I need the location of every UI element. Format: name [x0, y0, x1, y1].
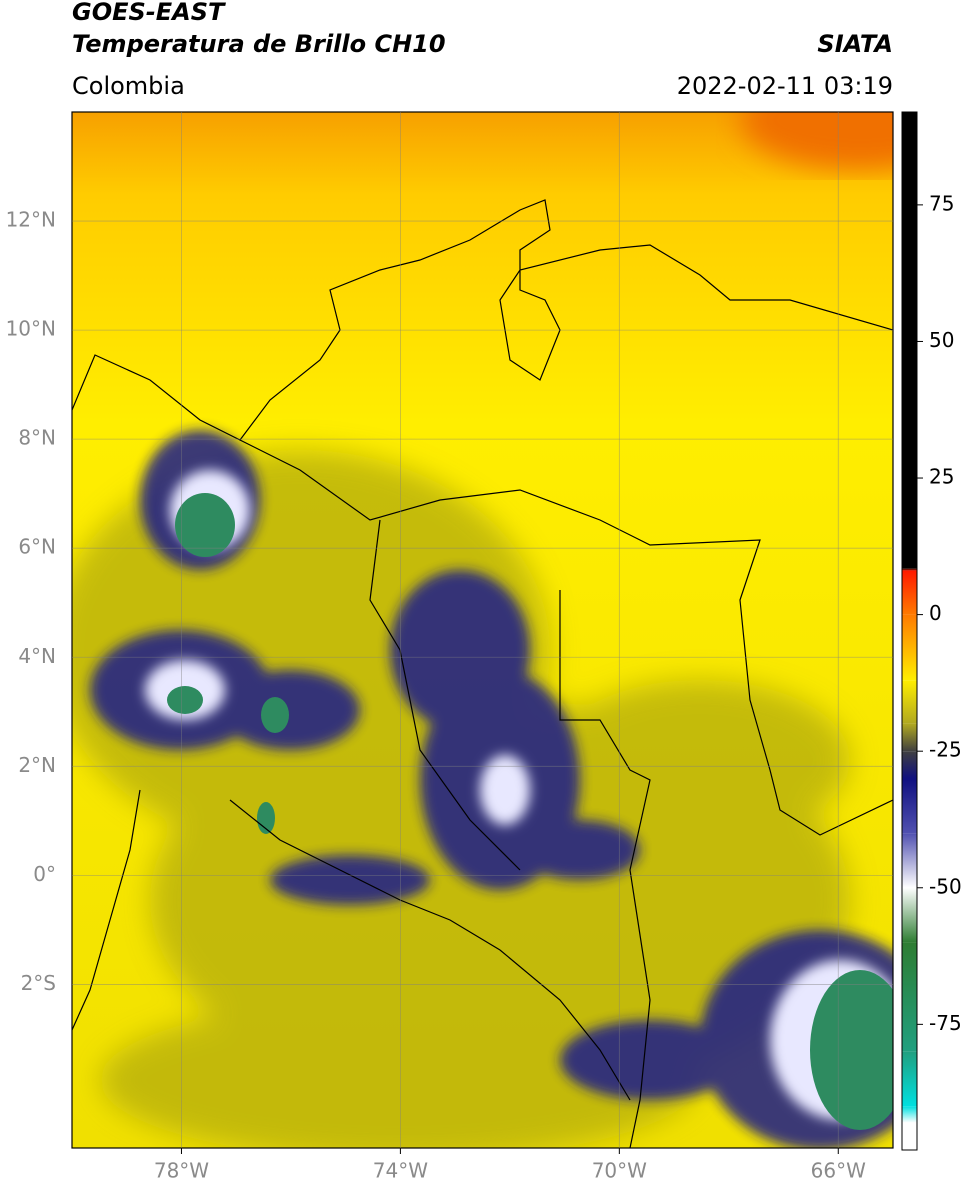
- timestamp: 2022-02-11 03:19: [677, 72, 893, 100]
- colorbar-tick-label: 75: [929, 191, 954, 215]
- lat-tick-label: 6°N: [18, 535, 56, 559]
- colorbar-segment: [902, 1122, 917, 1150]
- colorbar-segment: [902, 570, 917, 615]
- colorbar-tick-label: -50: [929, 874, 962, 898]
- colorbar-segment: [902, 778, 917, 834]
- colorbar-segment: [902, 723, 917, 752]
- colorbar-tick-label: 25: [929, 465, 954, 489]
- lon-tick-label: 70°W: [592, 1159, 647, 1183]
- lat-tick-label: 10°N: [6, 317, 56, 341]
- colorbar-tick-label: 0: [929, 601, 942, 625]
- source: SIATA: [817, 30, 893, 58]
- region: Colombia: [72, 72, 185, 100]
- lat-tick-label: 0°: [33, 862, 56, 886]
- colorbar-segment: [902, 112, 917, 569]
- colorbar-tick-label: -75: [929, 1011, 962, 1035]
- satellite-image: [72, 112, 893, 1148]
- colorbar-segment: [902, 887, 917, 943]
- map-frame: [71, 111, 894, 1149]
- lat-tick-label: 2°N: [18, 753, 56, 777]
- lat-tick-label: 12°N: [6, 208, 56, 232]
- lon-tick-label: 74°W: [373, 1159, 428, 1183]
- colorbar-frame: [901, 111, 918, 1151]
- colorbar-tick-label: 50: [929, 328, 954, 352]
- colorbar-segment: [902, 614, 917, 681]
- colorbar-segment: [902, 1051, 917, 1107]
- colorbar-segment: [902, 833, 917, 888]
- colorbar-tick-label: -25: [929, 738, 962, 762]
- lat-tick-label: 2°S: [21, 971, 56, 995]
- colorbar-segment: [902, 942, 917, 1052]
- colorbar-segment: [902, 568, 917, 571]
- colorbar-segment: [902, 751, 917, 779]
- colorbar-segment: [902, 1106, 917, 1123]
- subtitle: Temperatura de Brillo CH10: [72, 30, 446, 58]
- title: GOES-EAST: [72, 0, 226, 26]
- lon-tick-label: 78°W: [154, 1159, 209, 1183]
- lat-tick-label: 8°N: [18, 426, 56, 450]
- lon-tick-label: 66°W: [811, 1159, 866, 1183]
- colorbar-segment: [902, 680, 917, 724]
- lat-tick-label: 4°N: [18, 644, 56, 668]
- colorbar: [902, 112, 917, 1150]
